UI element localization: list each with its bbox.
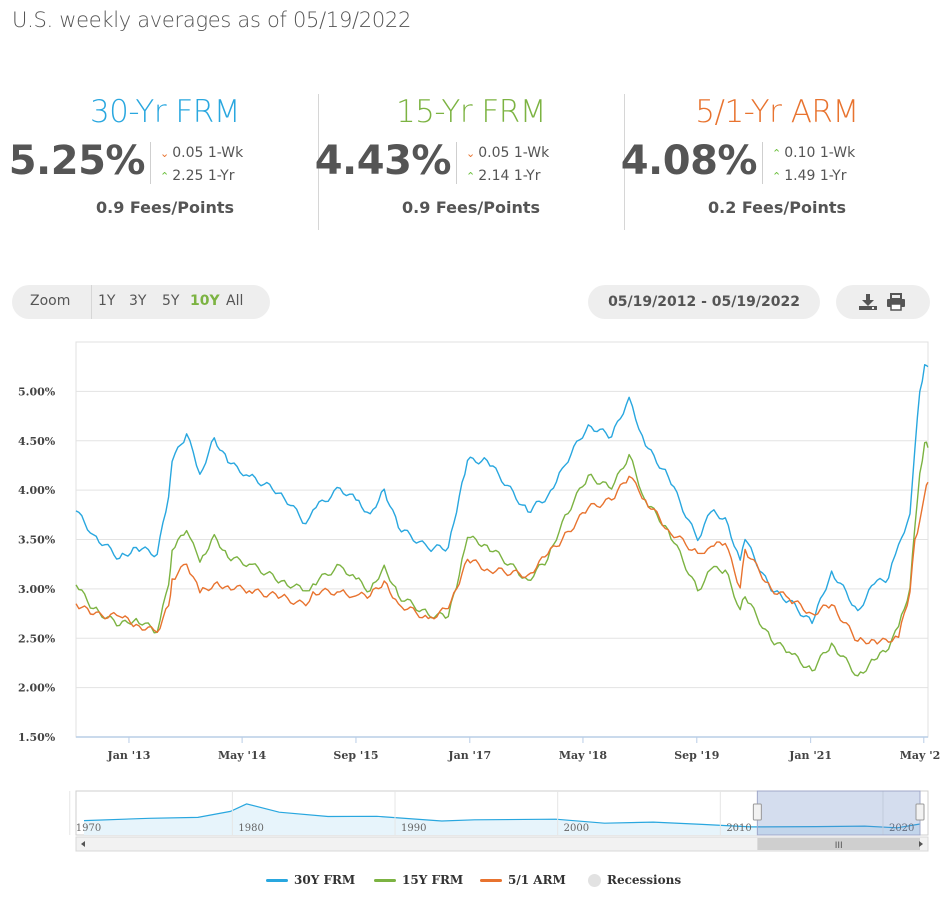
scrollbar-grip: III xyxy=(835,841,843,851)
date-range-display[interactable]: 05/19/2012 - 05/19/2022 xyxy=(588,285,820,319)
rate-title: 5/1-Yr ARM xyxy=(695,94,859,130)
scroll-left-icon[interactable] xyxy=(81,841,85,847)
x-tick-label: Sep '15 xyxy=(333,749,378,762)
legend-item-recessions[interactable]: Recessions xyxy=(588,873,681,887)
y-tick-label: 1.50% xyxy=(18,731,56,744)
yearly-change: ⌃ 1.49 1-Yr xyxy=(772,165,855,188)
legend-item-arm[interactable]: 5/1 ARM xyxy=(480,873,566,887)
rate-card-15yr: 15-Yr FRM 4.43% ⌄ 0.05 1-Wk ⌃ 2.14 1-Yr 0.… xyxy=(314,90,626,230)
zoom-3y-button[interactable]: 3Y xyxy=(129,293,147,309)
legend-line-icon xyxy=(480,879,502,882)
navigator-scrollbar[interactable] xyxy=(75,836,929,852)
page-subtitle: U.S. weekly averages as of 05/19/2022 xyxy=(12,8,412,32)
navigator[interactable]: 1970 1980 1990 2000 2010 2020 III xyxy=(69,790,929,852)
rate-value: 4.08% xyxy=(620,138,758,184)
series-line-2 xyxy=(75,441,929,677)
zoom-5y-button[interactable]: 5Y xyxy=(162,293,180,309)
fees-points: 0.9 Fees/Points xyxy=(401,198,541,217)
series-line-3 xyxy=(75,475,929,645)
rate-value: 4.43% xyxy=(314,138,452,184)
series-line-1 xyxy=(75,364,929,625)
chart-grid xyxy=(75,341,929,738)
chart-tools xyxy=(836,285,930,319)
x-tick-label: May '22 xyxy=(900,749,940,762)
navigator-tick-label: 2020 xyxy=(889,823,914,834)
x-tick-label: May '18 xyxy=(559,749,608,762)
yearly-change: ⌃ 2.25 1-Yr xyxy=(160,165,243,188)
rate-value: 5.25% xyxy=(8,138,146,184)
x-tick-label: Sep '19 xyxy=(674,749,719,762)
chevron-up-icon: ⌃ xyxy=(772,170,782,183)
y-tick-label: 5.00% xyxy=(18,385,56,398)
navigator-tick-label: 2000 xyxy=(564,823,589,834)
navigator-line xyxy=(83,803,921,829)
y-tick-label: 4.00% xyxy=(18,484,56,497)
fees-points: 0.9 Fees/Points xyxy=(95,198,235,217)
yearly-change: ⌃ 2.14 1-Yr xyxy=(466,165,549,188)
navigator-tick-label: 1990 xyxy=(401,823,426,834)
navigator-tick-label: 1970 xyxy=(76,823,101,834)
zoom-10y-button[interactable]: 10Y xyxy=(190,293,220,309)
zoom-label: Zoom xyxy=(30,293,71,309)
y-tick-label: 3.00% xyxy=(18,583,56,596)
x-axis: Jan '13 May '14 Sep '15 Jan '17 May '18 Sep '… xyxy=(107,737,940,762)
chevron-down-icon: ⌄ xyxy=(160,147,170,160)
scrollbar-thumb[interactable] xyxy=(757,838,920,850)
legend-item-15y[interactable]: 15Y FRM xyxy=(374,873,463,887)
rate-chart: 1.50% 2.00% 2.50% 3.00% 3.50% 4.00% 4.50% 5.00%… xyxy=(18,341,940,852)
y-tick-label: 2.00% xyxy=(18,682,56,695)
navigator-tick-label: 1980 xyxy=(238,823,263,834)
scroll-right-icon[interactable] xyxy=(919,841,923,847)
chart-series xyxy=(75,364,929,677)
navigator-selection[interactable] xyxy=(756,790,921,836)
chevron-up-icon: ⌃ xyxy=(160,170,170,183)
rate-summary: 30-Yr FRM 5.25% ⌄ 0.05 1-Wk ⌃ 2.25 1-Yr 0.… xyxy=(0,90,940,230)
navigator-handle-left[interactable] xyxy=(752,803,762,821)
navigator-handle-right[interactable] xyxy=(915,803,925,821)
print-icon[interactable] xyxy=(886,293,906,311)
rate-card-arm: 5/1-Yr ARM 4.08% ⌃ 0.10 1-Wk ⌃ 1.49 1-Yr 0… xyxy=(620,90,932,230)
legend-dot-icon xyxy=(588,874,601,887)
rate-divider xyxy=(318,94,319,230)
navigator-area xyxy=(84,803,920,835)
y-tick-label: 2.50% xyxy=(18,632,56,645)
chevron-down-icon: ⌄ xyxy=(466,147,476,160)
fees-points: 0.2 Fees/Points xyxy=(707,198,847,217)
x-tick-label: Jan '13 xyxy=(107,749,151,762)
download-icon[interactable] xyxy=(858,293,878,311)
zoom-1y-button[interactable]: 1Y xyxy=(98,293,116,309)
y-tick-label: 4.50% xyxy=(18,435,56,448)
legend-line-icon xyxy=(266,879,288,882)
weekly-change: ⌄ 0.05 1-Wk xyxy=(466,142,549,165)
chevron-up-icon: ⌃ xyxy=(772,147,782,160)
zoom-control: Zoom 1Y 3Y 5Y 10Y All xyxy=(12,285,270,319)
y-axis: 1.50% 2.00% 2.50% 3.00% 3.50% 4.00% 4.50% 5.00% xyxy=(18,385,928,744)
legend-item-30y[interactable]: 30Y FRM xyxy=(266,873,355,887)
rate-card-30yr: 30-Yr FRM 5.25% ⌄ 0.05 1-Wk ⌃ 2.25 1-Yr 0.… xyxy=(8,90,320,230)
x-tick-label: Jan '21 xyxy=(788,749,832,762)
legend-line-icon xyxy=(374,879,396,882)
zoom-all-button[interactable]: All xyxy=(226,293,244,309)
y-tick-label: 3.50% xyxy=(18,534,56,547)
navigator-tick-label: 2010 xyxy=(726,823,751,834)
chevron-up-icon: ⌃ xyxy=(466,170,476,183)
rate-title: 15-Yr FRM xyxy=(395,94,547,130)
weekly-change: ⌃ 0.10 1-Wk xyxy=(772,142,855,165)
weekly-change: ⌄ 0.05 1-Wk xyxy=(160,142,243,165)
rate-title: 30-Yr FRM xyxy=(89,94,241,130)
x-tick-label: Jan '17 xyxy=(447,749,491,762)
rate-divider xyxy=(624,94,625,230)
x-tick-label: May '14 xyxy=(218,749,267,762)
chart-legend: 30Y FRM 15Y FRM 5/1 ARM Recessions xyxy=(0,870,940,892)
